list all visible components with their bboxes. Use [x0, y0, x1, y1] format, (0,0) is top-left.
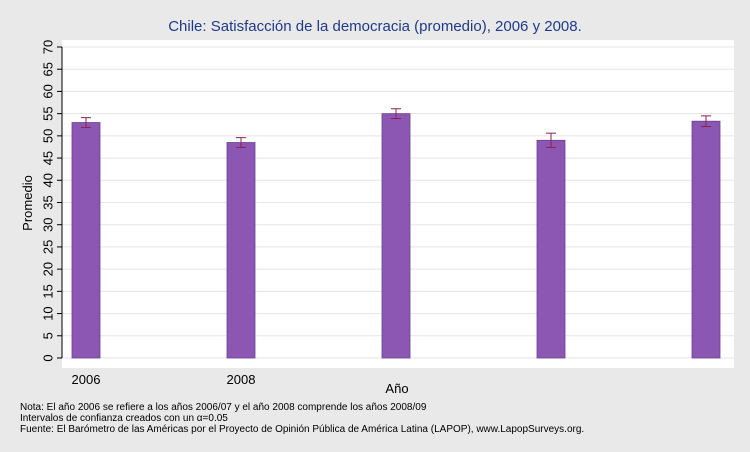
- x-axis-label: Año: [385, 381, 408, 396]
- x-tick-label: 2008: [227, 372, 256, 387]
- y-tick-label: 30: [41, 217, 56, 231]
- footnote-confidence-note: Intervalos de confianza creados con un α…: [20, 413, 228, 424]
- bar: [536, 139, 566, 359]
- y-tick-label: 40: [41, 173, 56, 187]
- error-bar: [391, 108, 401, 120]
- bar: [691, 120, 721, 359]
- error-bar: [546, 132, 556, 148]
- chart-title: Chile: Satisfacción de la democracia (pr…: [168, 18, 582, 35]
- y-tick-label: 15: [41, 284, 56, 298]
- bar: [71, 122, 101, 359]
- footnote-source: Fuente: El Barómetro de las Américas por…: [20, 424, 585, 435]
- error-bar: [701, 115, 711, 128]
- y-tick-label: 0: [41, 354, 56, 361]
- y-tick-label: 5: [41, 332, 56, 339]
- y-axis-label: Promedio: [20, 175, 35, 231]
- y-tick-label: 20: [41, 262, 56, 276]
- error-bars: [81, 108, 711, 148]
- y-tick-label: 60: [41, 84, 56, 98]
- bar: [226, 142, 256, 359]
- footnote-year-note: Nota: El año 2006 se refiere a los años …: [20, 402, 427, 413]
- y-tick-label: 65: [41, 62, 56, 76]
- y-tick-label: 45: [41, 151, 56, 165]
- error-bar: [81, 117, 91, 128]
- x-tick-labels: 2006 2008: [72, 372, 256, 387]
- y-tick-label: 70: [41, 40, 56, 54]
- y-tick-label: 35: [41, 195, 56, 209]
- y-tick-label: 10: [41, 306, 56, 320]
- y-tick-label: 55: [41, 106, 56, 120]
- x-tick-label: 2006: [72, 372, 101, 387]
- y-tick-label: 50: [41, 129, 56, 143]
- bar: [381, 113, 411, 359]
- error-bar: [236, 137, 246, 148]
- y-tick-label: 25: [41, 240, 56, 254]
- y-ticks: 0 5 10 15 20 25 30 35 40 45 50 55 60 65 70: [41, 40, 62, 362]
